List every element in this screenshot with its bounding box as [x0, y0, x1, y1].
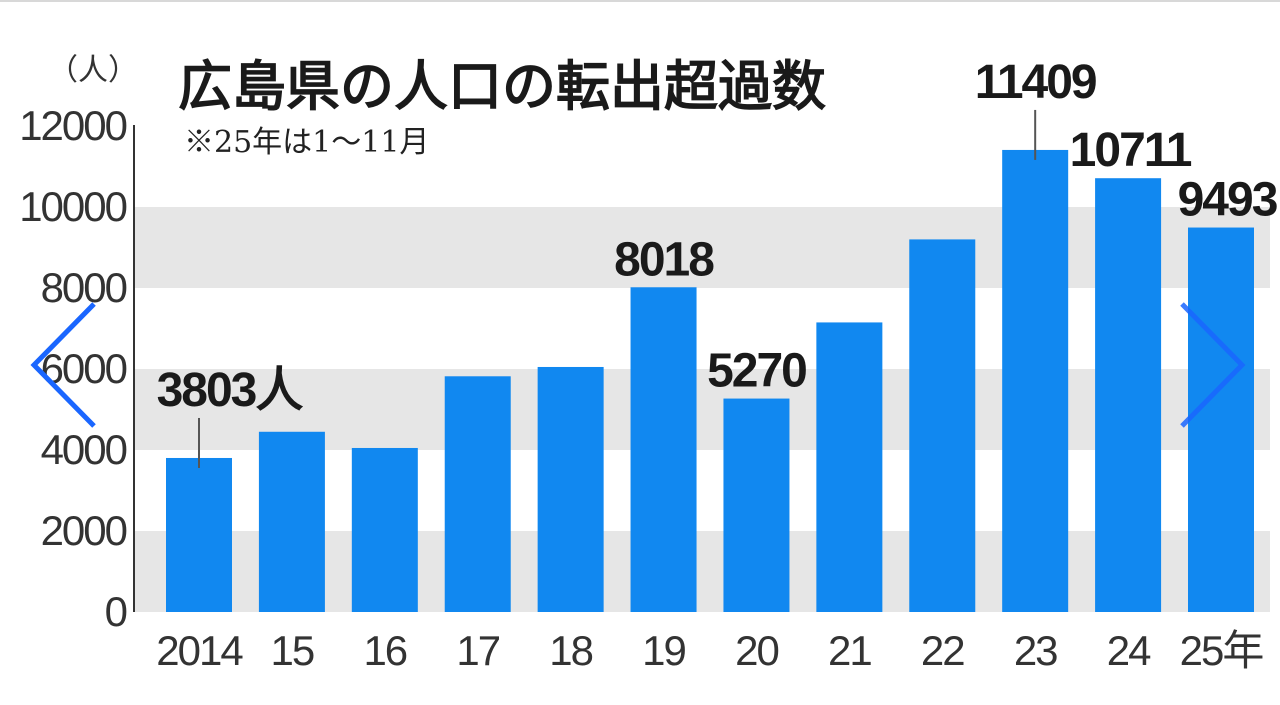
x-tick-labels: 2014 15 16 17 18 19 20 21 22 23 24 25年: [156, 627, 1265, 674]
bar: [1095, 178, 1162, 612]
bar: [909, 239, 976, 612]
data-label: 10711: [1070, 124, 1192, 177]
next-image-button[interactable]: [1178, 300, 1248, 430]
bar: [258, 431, 325, 612]
x-tick-label: 21: [828, 627, 871, 674]
bar: [1002, 149, 1069, 613]
top-divider: [0, 0, 1280, 2]
y-tick-label: 2000: [41, 507, 127, 554]
x-tick-label: 17: [456, 627, 499, 674]
x-tick-label: 25年: [1180, 627, 1264, 674]
x-tick-label: 23: [1014, 627, 1057, 674]
x-tick-label: 18: [549, 627, 592, 674]
leader-lines: [198, 109, 1037, 468]
x-tick-label: 16: [363, 627, 406, 674]
bar: [1188, 227, 1254, 612]
chart-subtitle: ※25年は1〜11月: [184, 125, 429, 160]
x-tick-label: 15: [271, 627, 314, 674]
bar: [816, 322, 883, 612]
data-label: 11409: [975, 56, 1096, 109]
data-label: 5270: [707, 345, 806, 398]
y-unit-label: （人）: [48, 53, 138, 88]
y-tick-label: 4000: [41, 426, 127, 473]
grid-band: [134, 207, 1270, 288]
chevron-left-icon: [30, 302, 96, 428]
bar: [444, 376, 511, 612]
chevron-right-icon: [1180, 302, 1246, 428]
y-tick-label: 0: [105, 588, 127, 635]
bar: [537, 366, 604, 612]
x-tick-label: 22: [921, 627, 964, 674]
bars: [166, 149, 1254, 613]
y-tick-label: 10000: [19, 183, 126, 230]
bar: [630, 287, 697, 612]
data-label: 8018: [614, 233, 714, 286]
previous-image-button[interactable]: [28, 300, 98, 430]
y-tick-label: 8000: [41, 264, 127, 311]
x-tick-label: 2014: [156, 627, 243, 674]
y-tick-label: 12000: [19, 102, 126, 149]
data-label: 3803人: [157, 364, 304, 417]
x-tick-label: 19: [642, 627, 685, 674]
bar: [351, 447, 418, 612]
data-label: 9493: [1178, 174, 1277, 227]
x-tick-label: 20: [735, 627, 778, 674]
bar: [166, 457, 232, 612]
bar: [723, 398, 790, 612]
x-tick-label: 24: [1107, 627, 1151, 674]
chart-title: 広島県の人口の転出超過数: [178, 55, 826, 118]
